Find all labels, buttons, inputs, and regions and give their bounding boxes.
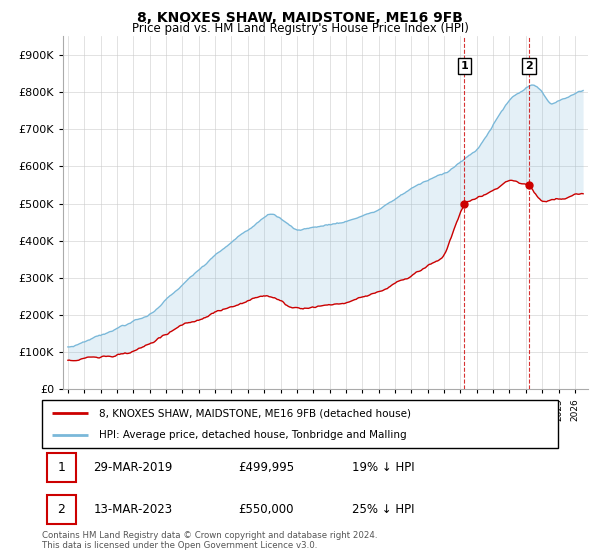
Text: HPI: Average price, detached house, Tonbridge and Malling: HPI: Average price, detached house, Tonb… [99,430,406,440]
Text: 8, KNOXES SHAW, MAIDSTONE, ME16 9FB: 8, KNOXES SHAW, MAIDSTONE, ME16 9FB [137,11,463,25]
Text: 1: 1 [460,61,468,71]
FancyBboxPatch shape [47,496,76,524]
Text: £550,000: £550,000 [238,503,293,516]
Text: 19% ↓ HPI: 19% ↓ HPI [352,461,414,474]
Text: 25% ↓ HPI: 25% ↓ HPI [352,503,414,516]
Text: £499,995: £499,995 [238,461,294,474]
Text: Contains HM Land Registry data © Crown copyright and database right 2024.
This d: Contains HM Land Registry data © Crown c… [42,531,377,550]
Text: 1: 1 [58,461,65,474]
Text: 29-MAR-2019: 29-MAR-2019 [94,461,173,474]
Text: Price paid vs. HM Land Registry's House Price Index (HPI): Price paid vs. HM Land Registry's House … [131,22,469,35]
Text: 8, KNOXES SHAW, MAIDSTONE, ME16 9FB (detached house): 8, KNOXES SHAW, MAIDSTONE, ME16 9FB (det… [99,408,411,418]
FancyBboxPatch shape [42,400,558,448]
Text: 2: 2 [525,61,533,71]
Text: 13-MAR-2023: 13-MAR-2023 [94,503,173,516]
FancyBboxPatch shape [47,453,76,482]
Text: 2: 2 [58,503,65,516]
